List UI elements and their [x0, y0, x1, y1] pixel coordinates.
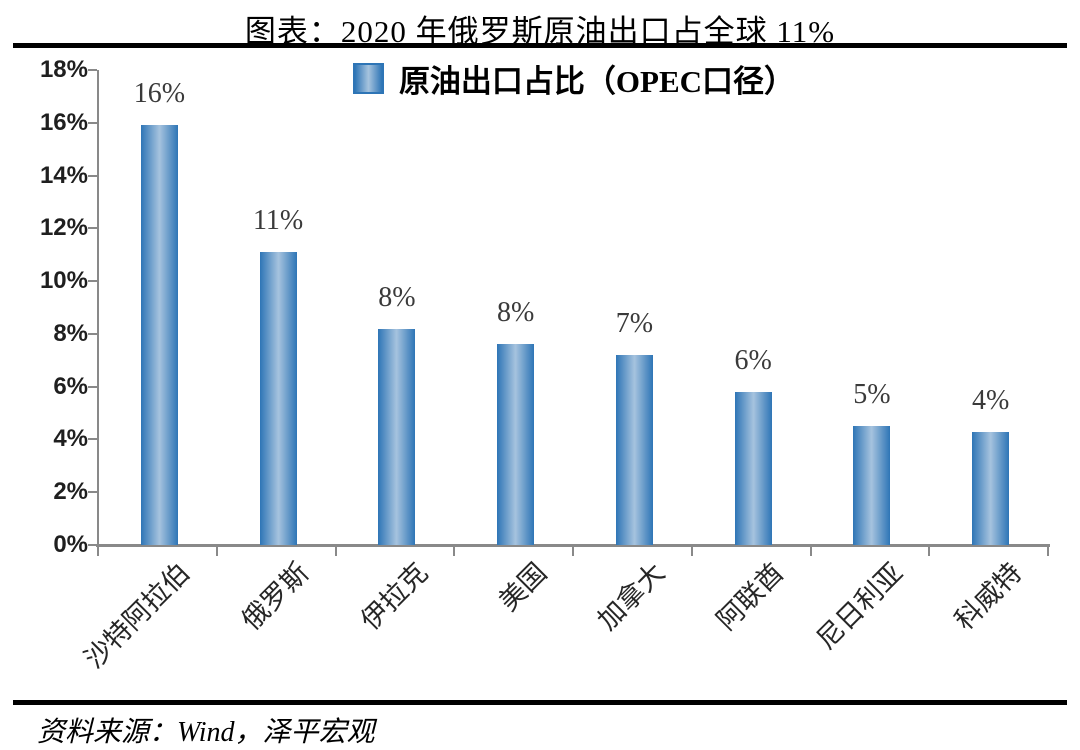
- y-axis-line: [97, 70, 99, 547]
- bar-4: [497, 344, 535, 545]
- bar-8: [972, 431, 1010, 545]
- legend-square-icon: [352, 62, 384, 94]
- y-axis-tick: [88, 227, 97, 230]
- bar-2: [259, 252, 297, 545]
- bar-value-label: 5%: [853, 379, 891, 411]
- x-category-label: 科威特: [948, 557, 1028, 636]
- bar-value-label: 16%: [133, 78, 186, 110]
- y-axis-tick: [88, 438, 97, 441]
- y-axis-tick: [88, 121, 97, 124]
- bottom-rule: [13, 700, 1067, 705]
- bar-1: [140, 125, 178, 545]
- y-axis-tick-label: 12%: [39, 214, 88, 242]
- y-axis-tick: [88, 280, 97, 283]
- x-category-label: 沙特阿拉伯: [79, 557, 196, 674]
- x-axis-tick: [1047, 545, 1049, 556]
- x-axis-tick: [97, 545, 99, 556]
- bar-3: [378, 328, 416, 545]
- bar-value-label: 8%: [378, 281, 416, 313]
- bar-value-label: 11%: [252, 205, 304, 237]
- legend: 原油出口占比（OPEC口径）: [99, 58, 1049, 99]
- y-axis-tick: [88, 544, 97, 546]
- y-axis-tick-label: 16%: [39, 108, 88, 136]
- top-rule: [13, 43, 1067, 48]
- x-category-label: 加拿大: [592, 557, 671, 636]
- x-axis-tick: [690, 545, 693, 556]
- y-axis-tick-label: 6%: [53, 372, 88, 400]
- y-axis-tick-label: 10%: [39, 267, 88, 295]
- x-category-label: 美国: [492, 557, 553, 617]
- x-axis-tick: [572, 545, 574, 556]
- x-category-label: 尼日利亚: [810, 557, 909, 655]
- x-category-label: 阿联酋: [711, 557, 790, 636]
- bar-value-label: 8%: [496, 297, 535, 329]
- source-note: 资料来源：Wind，泽平宏观: [37, 717, 375, 748]
- y-axis-tick: [88, 174, 97, 177]
- y-axis-tick-label: 14%: [39, 161, 88, 189]
- y-axis-tick: [88, 332, 97, 335]
- y-axis-tick: [88, 69, 97, 71]
- x-category-label: 伊拉克: [354, 557, 434, 636]
- legend-label: 原油出口占比（OPEC口径）: [398, 63, 796, 99]
- bar-value-label: 7%: [615, 308, 654, 339]
- bar-value-label: 4%: [971, 384, 1010, 416]
- bar-6: [734, 391, 772, 545]
- bar-5: [615, 355, 653, 545]
- bar-value-label: 6%: [734, 344, 772, 376]
- y-axis-tick-label: 8%: [53, 319, 88, 347]
- x-axis-tick: [809, 545, 812, 556]
- y-axis-tick-label: 2%: [53, 478, 88, 506]
- x-axis-tick: [928, 545, 931, 556]
- x-category-label: 俄罗斯: [236, 557, 315, 636]
- bar-7: [853, 426, 891, 545]
- y-axis-tick-label: 4%: [53, 425, 88, 453]
- x-axis-tick: [453, 545, 456, 556]
- x-axis-tick: [215, 545, 218, 556]
- y-axis-tick-label: 18%: [39, 56, 88, 83]
- x-axis-tick: [334, 545, 337, 556]
- y-axis-tick: [88, 385, 97, 388]
- y-axis-tick: [88, 491, 97, 494]
- y-axis-tick-label: 0%: [53, 531, 88, 558]
